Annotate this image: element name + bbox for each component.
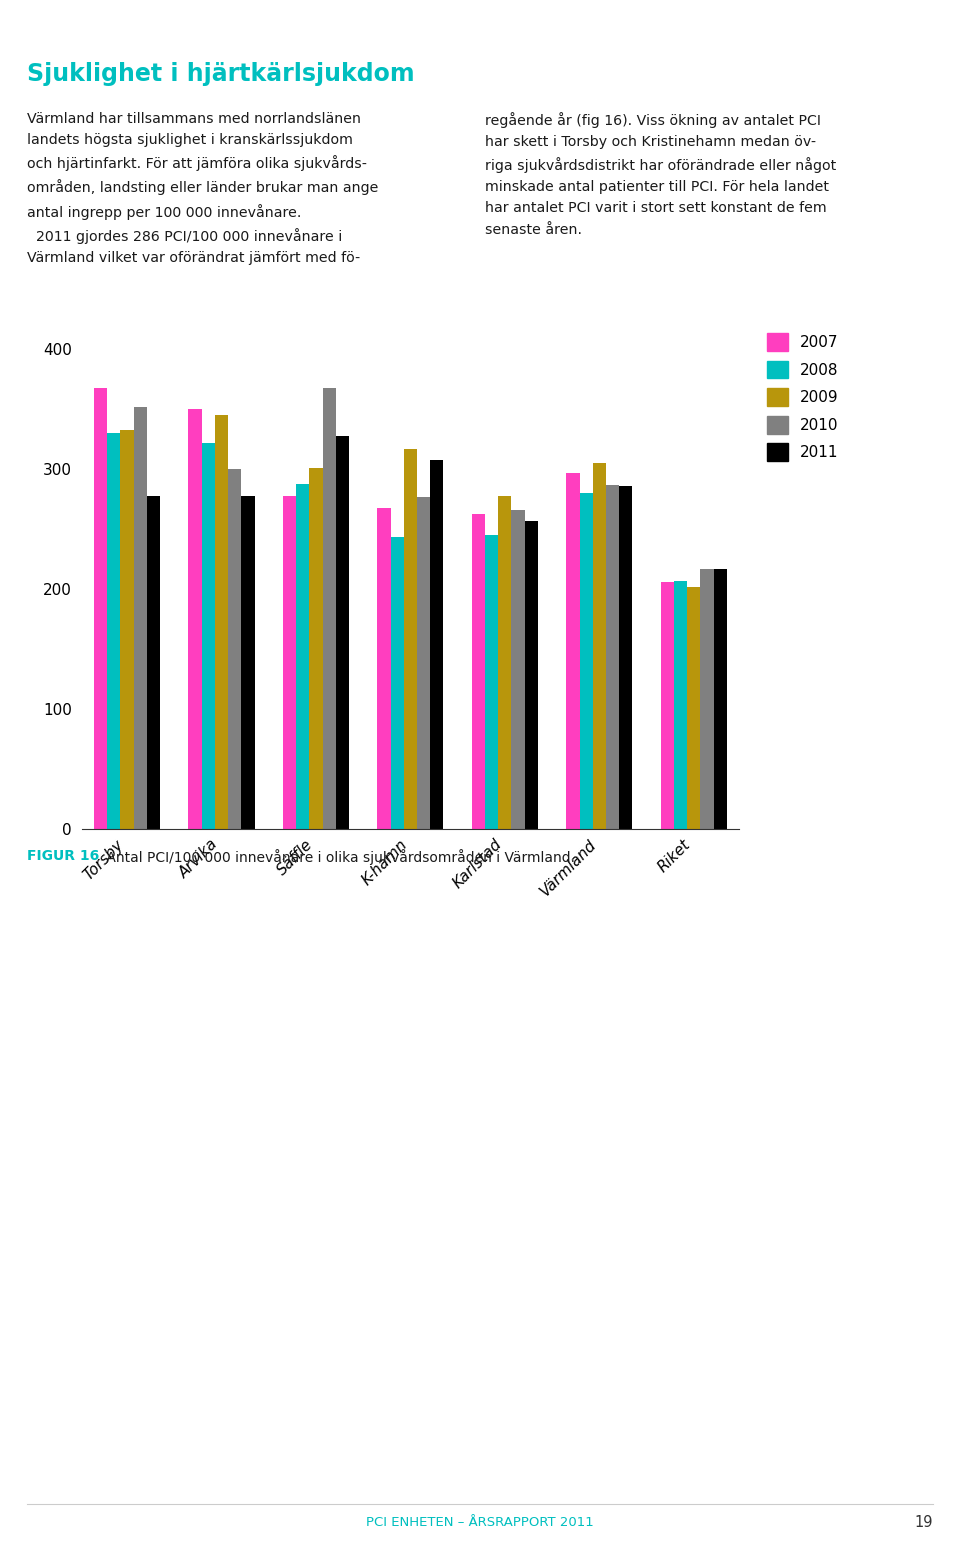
- Bar: [133, 408, 147, 829]
- Bar: [592, 463, 606, 829]
- Text: FIGUR 16: FIGUR 16: [27, 849, 99, 863]
- Text: Sjuklighet i hjärtkärlsjukdom: Sjuklighet i hjärtkärlsjukdom: [27, 62, 415, 85]
- Bar: [619, 487, 633, 829]
- Bar: [94, 388, 108, 829]
- Bar: [377, 508, 391, 829]
- Bar: [713, 569, 727, 829]
- Bar: [687, 587, 701, 829]
- Bar: [566, 473, 580, 829]
- Text: Antal PCI/100 000 innevånare i olika sjukvårdsområden i Värmland.: Antal PCI/100 000 innevånare i olika sju…: [102, 849, 575, 865]
- Bar: [228, 470, 241, 829]
- Bar: [512, 510, 525, 829]
- Bar: [336, 436, 349, 829]
- Bar: [202, 443, 215, 829]
- Bar: [241, 496, 254, 829]
- Bar: [674, 581, 687, 829]
- Bar: [391, 536, 404, 829]
- Bar: [498, 496, 512, 829]
- Bar: [215, 415, 228, 829]
- Bar: [701, 569, 713, 829]
- Bar: [660, 583, 674, 829]
- Text: 19: 19: [915, 1514, 933, 1530]
- Bar: [430, 460, 444, 829]
- Text: regående år (fig 16). Viss ökning av antalet PCI
har skett i Torsby och Kristine: regående år (fig 16). Viss ökning av ant…: [485, 112, 836, 237]
- Bar: [296, 484, 309, 829]
- Bar: [580, 493, 592, 829]
- Bar: [283, 496, 296, 829]
- Bar: [188, 409, 202, 829]
- Legend: 2007, 2008, 2009, 2010, 2011: 2007, 2008, 2009, 2010, 2011: [767, 333, 839, 460]
- Bar: [471, 513, 485, 829]
- Bar: [323, 388, 336, 829]
- Bar: [147, 496, 160, 829]
- Bar: [108, 434, 120, 829]
- Text: PCI ENHETEN – ÅRSRAPPORT 2011: PCI ENHETEN – ÅRSRAPPORT 2011: [366, 1516, 594, 1528]
- Text: Värmland har tillsammans med norrlandslänen
landets högsta sjuklighet i kranskär: Värmland har tillsammans med norrlandslä…: [27, 112, 378, 265]
- Bar: [485, 535, 498, 829]
- Bar: [417, 498, 430, 829]
- Bar: [404, 449, 417, 829]
- Bar: [309, 468, 323, 829]
- Bar: [120, 429, 133, 829]
- Bar: [606, 485, 619, 829]
- Bar: [525, 521, 538, 829]
